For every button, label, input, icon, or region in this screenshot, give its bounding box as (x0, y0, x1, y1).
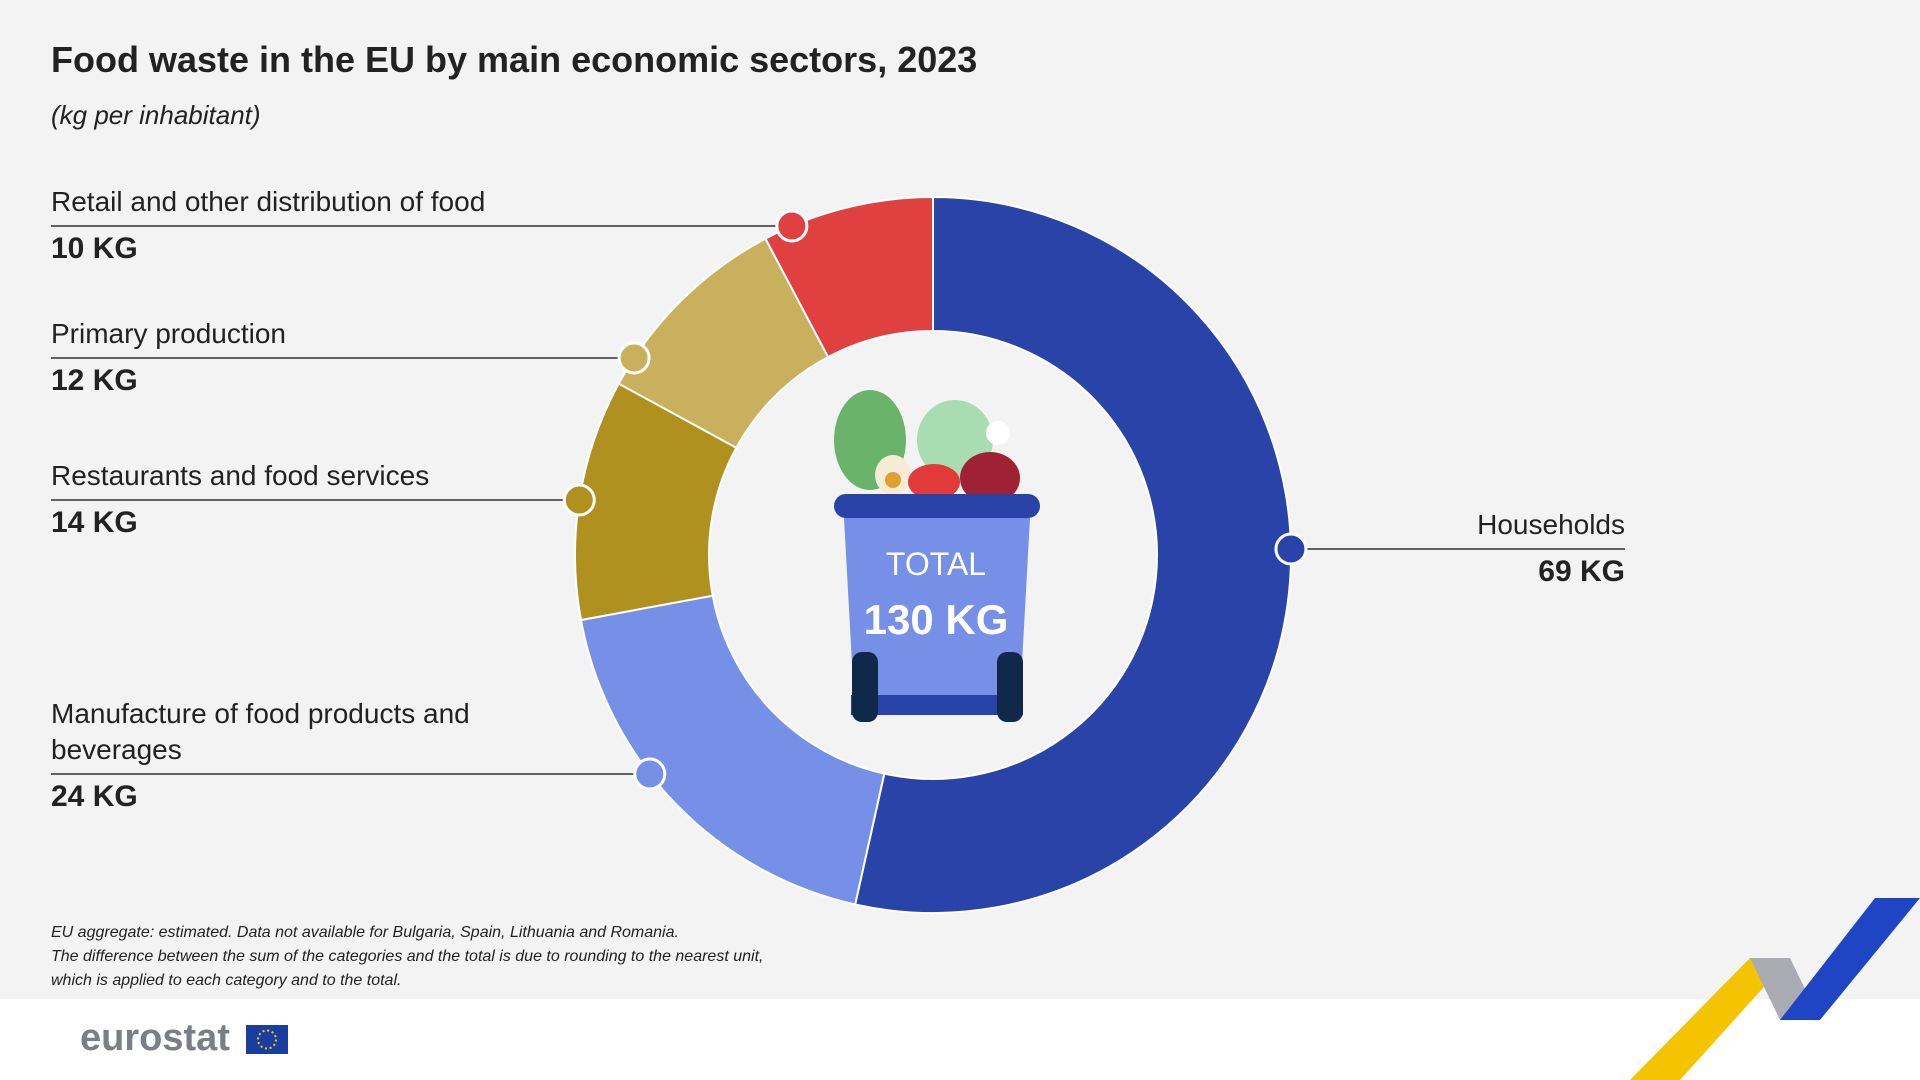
slice (579, 594, 886, 906)
slice (764, 195, 934, 359)
value-label: 69 KG (1538, 555, 1625, 588)
eu-stars (257, 1029, 277, 1050)
donut (574, 195, 1293, 914)
notes: EU aggregate: estimated. Data not availa… (51, 924, 763, 989)
category-label: Manufacture of food products and beverag… (51, 698, 470, 765)
footnote: which is applied to each category and to… (51, 972, 401, 989)
category-label: Retail and other distribution of food (51, 186, 486, 217)
label-marker (562, 483, 596, 517)
label-marker (1274, 532, 1308, 566)
label-marker (617, 341, 651, 375)
chart-subtitle: (kg per inhabitant) (51, 100, 261, 130)
value-label: 14 KG (51, 506, 138, 539)
decoration (1630, 898, 1920, 1080)
slice (853, 195, 1293, 914)
category-label: Households (1477, 509, 1625, 540)
chart-title: Food waste in the EU by main economic se… (51, 39, 977, 80)
label-marker (633, 757, 667, 791)
footer-band (0, 999, 1920, 1080)
bin-icon (834, 390, 1040, 722)
value-label: 12 KG (51, 364, 138, 397)
category-label: Primary production (51, 318, 286, 349)
footnote: EU aggregate: estimated. Data not availa… (51, 924, 679, 941)
total-title: TOTAL (886, 546, 986, 582)
total-value: 130 KG (864, 596, 1009, 643)
footnote: The difference between the sum of the ca… (51, 948, 763, 965)
category-label: Restaurants and food services (51, 460, 430, 491)
value-label: 24 KG (51, 780, 138, 813)
eu-flag (246, 1025, 288, 1054)
value-label: 10 KG (51, 232, 138, 265)
logo-text: eurostat (80, 1017, 230, 1059)
label-marker (775, 209, 809, 243)
